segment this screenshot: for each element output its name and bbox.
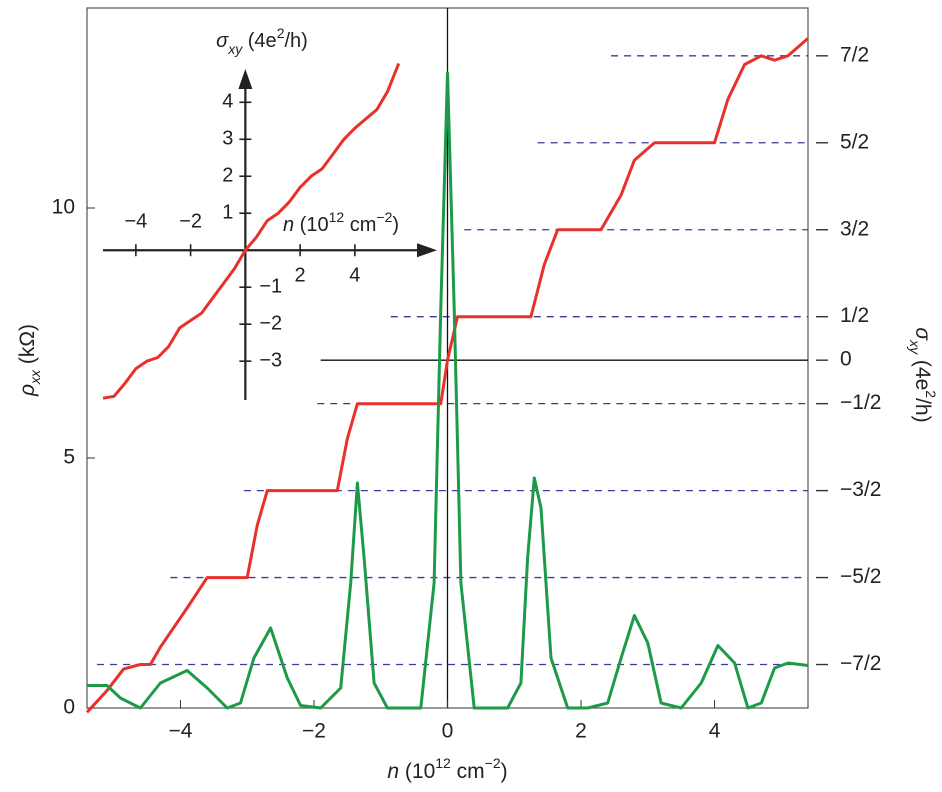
y-tick-label: 5 <box>63 446 75 469</box>
label-part: /h) <box>911 398 934 423</box>
inset-y-tick-label: 1 <box>222 202 233 224</box>
inset-y-tick-label: 4 <box>222 91 233 113</box>
inset-x-tick-label: −2 <box>179 210 202 232</box>
label-part: 12 <box>329 209 345 225</box>
label-part: 2 <box>277 25 285 41</box>
y2-tick-label: 0 <box>840 348 852 371</box>
label-part: ) <box>501 760 508 783</box>
inset-x-tick-label: 4 <box>349 264 360 286</box>
label-part: cm <box>344 214 376 236</box>
inset-x-arrow <box>417 243 437 258</box>
inset-y-tick-label: −1 <box>259 275 282 297</box>
inset-y-label: σxy (4e2/h) <box>216 25 308 57</box>
inset-x-label: n (1012 cm−2) <box>283 209 399 237</box>
x-tick-label: −2 <box>302 720 326 743</box>
y2-axis-label: σxy (4e2/h) <box>907 327 939 422</box>
label-part: xy <box>227 41 243 57</box>
inset-x-tick-label: 2 <box>295 264 306 286</box>
label-part: ρ <box>16 384 39 397</box>
y2-tick-label: 1/2 <box>840 304 869 327</box>
label-part: 2 <box>923 390 939 398</box>
y2-tick-label: −7/2 <box>840 652 881 675</box>
label-part: ) <box>392 214 399 236</box>
label-part: xx <box>27 369 43 385</box>
label-part: 12 <box>435 755 451 771</box>
inset-y-tick-label: −2 <box>259 312 282 334</box>
label-part: n <box>283 214 294 236</box>
x-tick-label: 4 <box>709 720 721 743</box>
data-line <box>85 37 809 714</box>
inset-y-tick-label: 2 <box>222 165 233 187</box>
x-tick-label: −4 <box>168 720 192 743</box>
label-part: (kΩ) <box>16 324 39 370</box>
label-part: (10 <box>399 760 435 783</box>
label-part: σ <box>911 327 934 341</box>
label-part: −2 <box>376 209 392 225</box>
y-axis-label: ρxx (kΩ) <box>16 324 43 397</box>
y2-tick-label: −3/2 <box>840 478 881 501</box>
label-part: (10 <box>294 214 328 236</box>
label-part: xy <box>907 339 923 355</box>
y2-tick-label: 3/2 <box>840 217 869 240</box>
x-tick-label: 2 <box>575 720 587 743</box>
inset-y-arrow <box>238 69 253 89</box>
inset-x-tick-label: −4 <box>124 210 147 232</box>
y2-tick-label: 5/2 <box>840 130 869 153</box>
y2-tick-label: 7/2 <box>840 43 869 66</box>
data-line <box>87 71 809 710</box>
inset-y-tick-label: 3 <box>222 128 233 150</box>
inset-line <box>102 62 401 400</box>
label-part: σ <box>216 30 229 52</box>
x-axis-label: n (1012 cm−2) <box>387 755 507 783</box>
label-part: n <box>387 760 399 783</box>
label-part: −2 <box>485 755 501 771</box>
label-part: (4e <box>911 354 934 390</box>
label-part: cm <box>451 760 485 783</box>
y2-tick-label: −5/2 <box>840 565 881 588</box>
y-tick-label: 10 <box>52 196 75 219</box>
x-tick-label: 0 <box>442 720 454 743</box>
y-tick-label: 0 <box>63 696 75 719</box>
inset-y-tick-label: −3 <box>259 349 282 371</box>
y2-tick-label: −1/2 <box>840 391 881 414</box>
label-part: /h) <box>284 30 307 52</box>
label-part: (4e <box>242 30 276 52</box>
